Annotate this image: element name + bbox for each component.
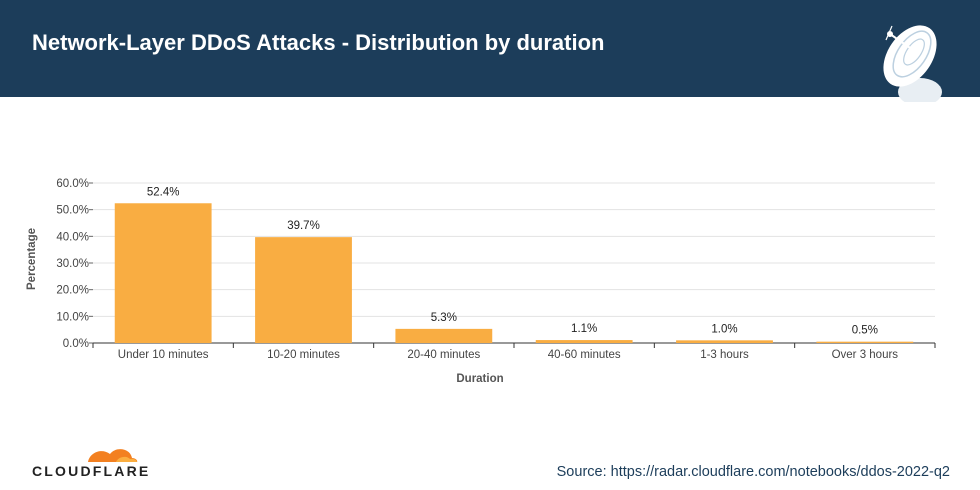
y-axis-title: Percentage [26,228,38,290]
y-tick-label: 0.0% [63,338,89,350]
x-tick-label: 40-60 minutes [548,349,621,361]
radar-dish-icon [883,25,942,102]
y-tick-label: 10.0% [56,311,89,323]
bar-value-label: 52.4% [147,186,180,198]
bar-chart: 0.0% 10.0% 20.0% 30.0% 40.0% 50.0% 60.0% 52.4% U… [26,178,936,385]
x-tick-label: 10-20 minutes [267,349,340,361]
bar [676,340,773,343]
bar [535,340,633,343]
y-tick-label: 30.0% [56,258,89,270]
bar [255,237,352,343]
cloudflare-logo-text: CLOUDFLARE [32,463,151,479]
x-tick-label: 1-3 hours [700,349,749,361]
bar [395,328,493,343]
cloudflare-cloud-icon [88,449,138,462]
page-title: Network-Layer DDoS Attacks - Distributio… [32,30,605,55]
bar [816,341,914,343]
bar-value-label: 0.5% [852,325,878,337]
x-tick-label: Over 3 hours [832,349,899,361]
bar [114,203,212,343]
bar-value-label: 5.3% [431,312,457,324]
y-tick-label: 20.0% [56,285,89,297]
y-tick-label: 40.0% [56,231,89,243]
header-bar: Network-Layer DDoS Attacks - Distributio… [0,0,980,102]
y-tick-label: 60.0% [56,178,89,190]
x-tick-label: Under 10 minutes [118,349,209,361]
y-tick-label: 50.0% [56,205,89,217]
bar-value-label: 39.7% [287,220,320,232]
x-axis-title: Duration [456,373,503,385]
bar-value-label: 1.0% [711,323,737,335]
bar-value-label: 1.1% [571,323,597,335]
x-tick-label: 20-40 minutes [407,349,480,361]
source-citation: Source: https://radar.cloudflare.com/not… [556,464,950,480]
